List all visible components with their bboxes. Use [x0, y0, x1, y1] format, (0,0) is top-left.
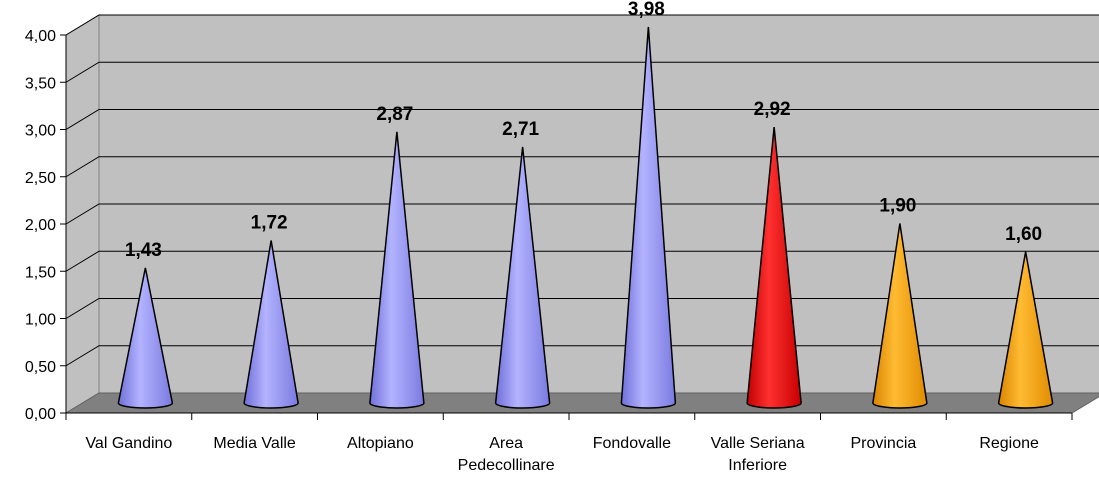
cone-bar — [494, 146, 551, 409]
x-tick-label: Media Valle — [213, 435, 296, 452]
x-tick-label: Valle Seriana — [711, 435, 805, 452]
gridlines — [65, 14, 1099, 367]
y-tick-label: 2,00 — [25, 217, 56, 234]
x-tick-label: Fondovalle — [593, 435, 671, 452]
x-tick-label: Regione — [979, 435, 1039, 452]
data-label: 2,71 — [502, 119, 539, 140]
floor-panel — [64, 392, 1099, 414]
data-label: 1,72 — [251, 212, 288, 233]
gridline — [65, 156, 1099, 178]
y-tick-label: 1,50 — [25, 264, 56, 281]
gridline — [65, 109, 1099, 130]
y-tick-label: 0,00 — [25, 406, 56, 423]
cone-bar — [117, 267, 174, 409]
plot-floor — [64, 392, 1099, 414]
data-label: 1,90 — [879, 195, 916, 216]
y-axis-tick-labels: 0,00 0,50 1,00 1,50 2,00 2,50 3,00 3,50 4,00 — [25, 28, 56, 423]
y-tick-label: 4,00 — [25, 28, 56, 45]
y-tick-label: 3,00 — [25, 123, 56, 140]
data-label: 3,98 — [628, 0, 665, 20]
y-tick-label: 1,00 — [25, 312, 56, 329]
cone-bar — [872, 223, 928, 409]
x-tick-label: Pedecollinare — [458, 457, 555, 474]
x-tick-label: Inferiore — [728, 457, 787, 474]
data-label: 1,43 — [125, 240, 162, 261]
x-tick-label: Provincia — [850, 435, 916, 452]
y-tick-label: 3,50 — [25, 75, 56, 92]
cone-bar — [746, 126, 802, 409]
cone-bar — [243, 240, 299, 409]
cones — [117, 26, 1054, 409]
axes — [60, 34, 1073, 420]
cone-bar — [997, 251, 1054, 409]
x-tick-label: Altopiano — [347, 435, 414, 452]
gridline — [65, 14, 1099, 36]
data-label: 1,60 — [1005, 224, 1042, 245]
data-label: 2,92 — [754, 99, 791, 120]
x-tick-label: Val Gandino — [85, 435, 172, 452]
y-tick-label: 2,50 — [25, 170, 56, 187]
cone-bar — [620, 26, 677, 409]
data-labels: 1,43 1,72 2,87 2,71 3,98 2,92 1,90 1,60 — [125, 0, 1042, 261]
gridline — [65, 61, 1099, 83]
plot-back-wall — [65, 14, 1099, 414]
y-tick-label: 0,50 — [25, 359, 56, 376]
cone-bar — [369, 131, 425, 409]
x-tick-label: Area — [489, 435, 523, 452]
data-label: 2,87 — [376, 104, 413, 125]
x-axis-tick-labels: Val Gandino Media Valle Altopiano Area Pedec… — [85, 435, 1039, 474]
